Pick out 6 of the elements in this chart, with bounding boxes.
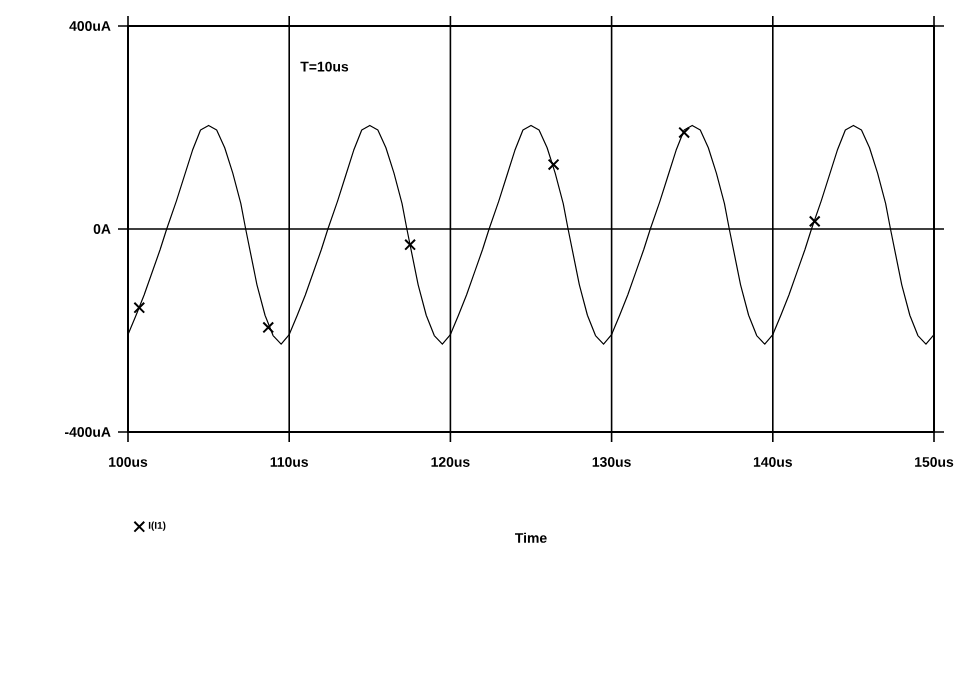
point: [404, 238, 417, 251]
point: [808, 215, 821, 228]
point: [678, 126, 691, 139]
point: [547, 158, 560, 171]
point: [262, 321, 275, 334]
point: [133, 301, 146, 314]
